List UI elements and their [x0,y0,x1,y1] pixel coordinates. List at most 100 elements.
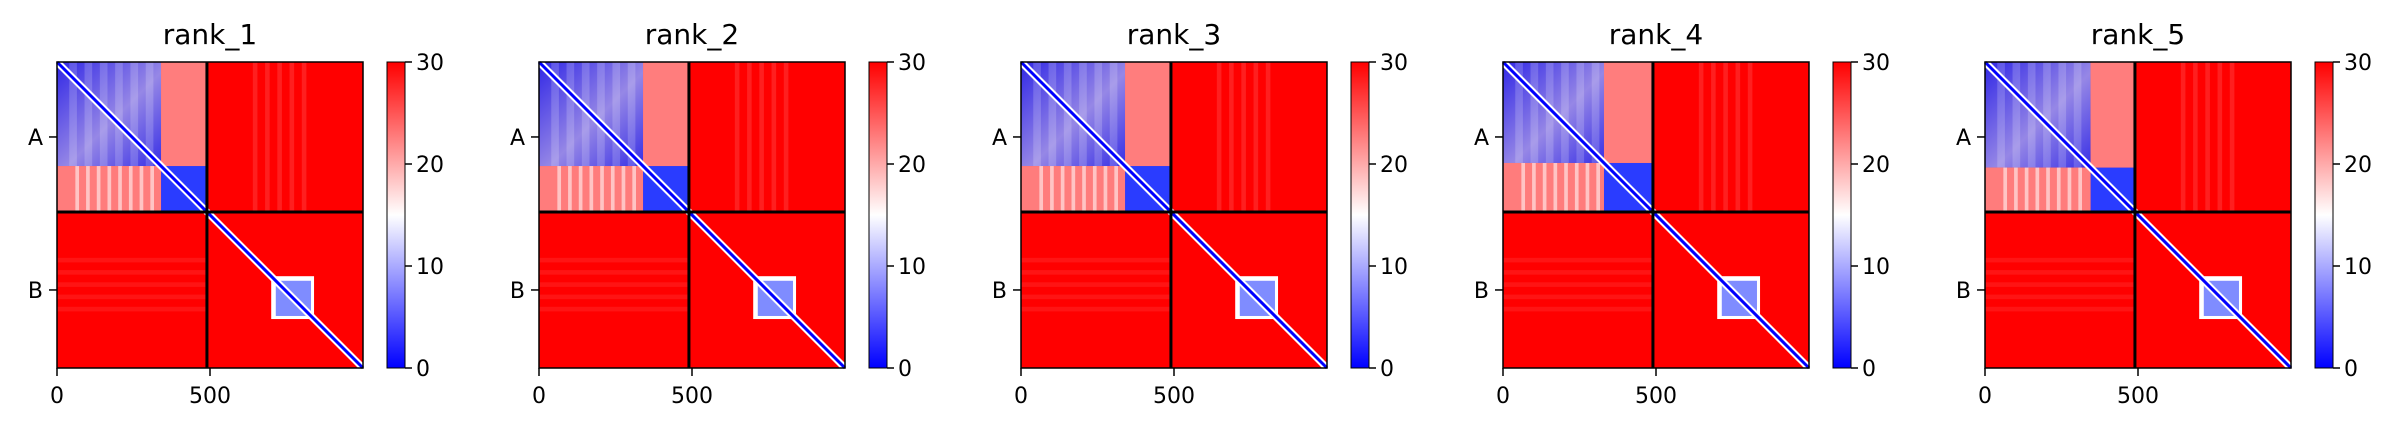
chain-a-offdiag-upper [2090,62,2135,168]
colorbar-tick-label: 20 [1862,153,1890,178]
y-tick-label: A [992,126,1007,151]
inter-chain-stripe [1021,257,1171,263]
chain-a-offdiag-stripe [610,166,615,212]
colorbar [868,61,888,369]
y-tick-label: B [992,279,1007,304]
chain-a-stripe [1094,62,1103,167]
inter-chain-stripe [1747,62,1753,212]
colorbar [386,61,406,369]
inter-chain-stripe [57,270,207,275]
colorbar-tick-label: 30 [2344,51,2372,76]
inter-chain-stripe [301,62,307,212]
inter-chain-stripe [2217,62,2223,212]
chain-a-offdiag-stripe [96,166,101,212]
chain-a-offdiag-stripe [2056,167,2061,212]
chain-a-stripe [1033,62,1041,167]
colorbar-tick-label: 0 [416,357,430,382]
inter-chain-stripe [1985,257,2135,263]
inter-chain-stripe [1985,282,2135,287]
colorbar [1832,61,1852,369]
chain-a-offdiag-upper [643,62,689,167]
chain-a-offdiag-stripe [2078,167,2083,212]
chain-a-offdiag-stripe [139,166,144,212]
colorbar [2314,61,2334,369]
chain-a-offdiag-stripe [150,166,155,212]
y-tick-label: A [1474,126,1489,151]
inter-chain-stripe [1229,62,1234,212]
colorbar [1350,61,1370,369]
chain-a-offdiag-stripe [86,166,90,212]
colorbar-tick-label: 20 [2344,153,2372,178]
chain-a-offdiag-stripe [1596,162,1601,212]
x-tick-label: 500 [1635,384,1677,409]
pae-panel-4: rank_4 A B 0 500 0 10 20 30 [1474,18,1890,409]
x-tick-label: 500 [189,384,231,409]
colorbar-tick-label: 20 [416,153,444,178]
chain-a-stripe [1530,62,1539,163]
x-tick-label: 0 [1014,384,1028,409]
chain-a-offdiag-upper [161,62,207,167]
chain-a-stripe [69,62,77,167]
chain-a-offdiag-stripe [2035,167,2040,212]
pae-panel-5: rank_5 A B 0 500 0 10 20 30 [1956,18,2372,409]
y-tick-label: B [1956,279,1971,304]
chain-a-stripe [597,62,605,167]
chain-a-offdiag-stripe [632,166,637,212]
chain-a-offdiag-stripe [1114,166,1119,212]
inter-chain-stripe [1503,270,1653,275]
inter-chain-stripe [1985,270,2135,275]
inter-chain-stripe [539,306,689,312]
inter-chain-stripe [1503,282,1653,287]
pae-panel-1: rank_1 A B 0 500 0 10 20 30 [28,18,444,409]
panel-title: rank_1 [163,18,257,51]
x-tick-label: 0 [1496,384,1510,409]
chain-a-offdiag-stripe [107,166,112,212]
colorbar-tick-label: 10 [2344,255,2372,280]
colorbar-tick-label: 10 [1862,255,1890,280]
inter-chain-stripe [747,62,752,212]
colorbar-tick-label: 10 [1380,255,1408,280]
colorbar-tick-label: 10 [416,255,444,280]
pae-panel-2: rank_2 A B 0 500 0 10 20 30 [510,18,926,409]
chain-a-stripe [1576,62,1585,163]
x-tick-label: 500 [1153,384,1195,409]
chain-a-offdiag-stripe [1585,162,1590,212]
colorbar-tick-label: 30 [1862,51,1890,76]
inter-chain-stripe [539,282,689,287]
chain-a-stripe [2027,62,2036,168]
inter-chain-stripe [539,257,689,263]
diagonal [537,60,847,370]
y-tick-label: A [1956,126,1971,151]
colorbar-tick-label: 30 [416,51,444,76]
chain-a-stripe [99,62,108,167]
chain-a-offdiag-stripe [1060,166,1065,212]
y-tick-label: A [510,126,525,151]
colorbar-tick-label: 0 [2344,357,2358,382]
x-tick-label: 500 [671,384,713,409]
diagonal [1501,60,1811,370]
chain-a-offdiag-stripe [1082,166,1086,212]
inter-chain-stripe [57,257,207,263]
x-tick-label: 0 [532,384,546,409]
inter-chain-stripe [783,62,789,212]
inter-chain-stripe [1503,306,1653,312]
inter-chain-stripe [252,62,258,212]
chain-a-offdiag-stripe [578,166,583,212]
y-tick-label: A [28,126,43,151]
colorbar-tick-label: 20 [1380,153,1408,178]
x-tick-label: 0 [1978,384,1992,409]
diagonal [55,60,365,370]
chain-a-offdiag-stripe [1532,162,1536,212]
chain-a-offdiag-stripe [1553,162,1558,212]
chain-a-stripe [1109,62,1118,167]
chain-a-offdiag-stripe [1574,162,1579,212]
chain-a-stripe [627,62,636,167]
colorbar-tick-label: 20 [898,153,926,178]
inter-chain-stripe [289,62,295,212]
colorbar-tick-label: 10 [898,255,926,280]
chain-a-offdiag-stripe [1542,162,1547,212]
chain-a-offdiag-stripe [589,166,594,212]
inter-chain-stripe [759,62,764,212]
chain-a-offdiag-stripe [2003,167,2008,212]
